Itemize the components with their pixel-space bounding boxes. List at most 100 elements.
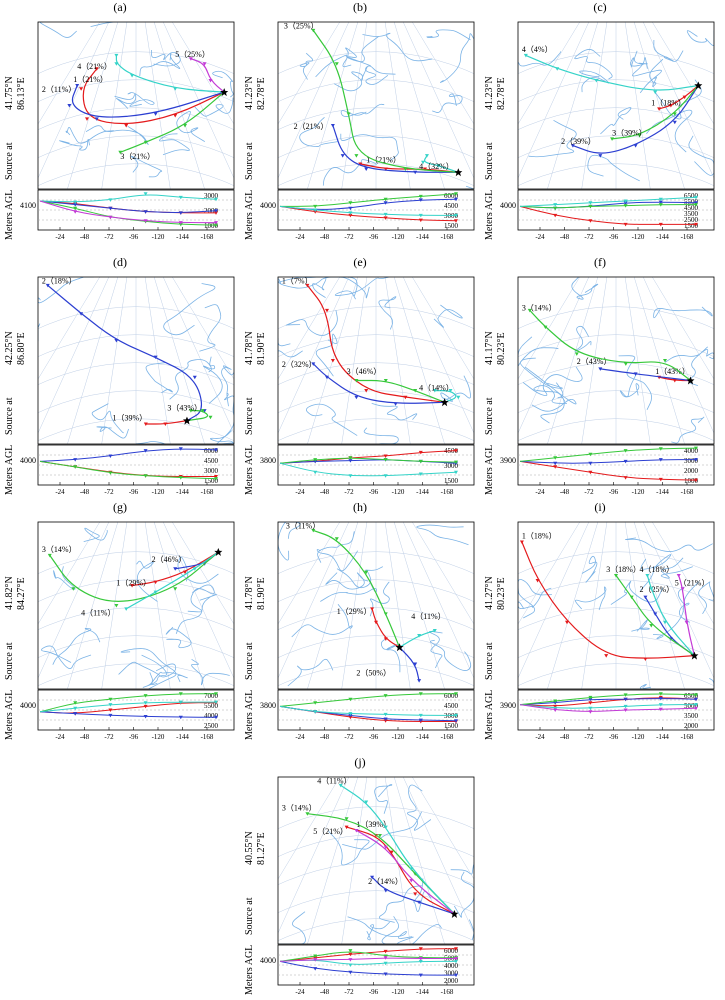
border-line <box>224 392 234 416</box>
base-map <box>518 277 714 444</box>
height-2-marker <box>694 201 698 205</box>
height-2-marker <box>108 454 113 458</box>
meridian-line <box>67 277 119 444</box>
border-line <box>629 50 648 68</box>
border-line <box>430 639 472 671</box>
trajectory-3-marker <box>118 150 123 155</box>
trajectory-1-path <box>82 68 225 125</box>
height-profile: 3900 6500 5000 3500 2000 -24 -48 -72 -96 -120 -144… <box>500 689 715 741</box>
border-line <box>41 645 92 669</box>
height-5-marker <box>348 958 353 962</box>
height-tick-label: 2000 <box>684 467 699 475</box>
trajectory-1-marker <box>565 620 569 625</box>
height-5-marker <box>143 219 148 223</box>
height-3-marker <box>658 447 663 451</box>
border-line <box>114 93 137 109</box>
height-line-1 <box>519 460 697 481</box>
border-line <box>619 373 640 398</box>
border-line <box>581 555 598 583</box>
cluster-label: 2（50%） <box>356 669 391 678</box>
height-line-4 <box>279 205 456 216</box>
border-line <box>52 627 101 665</box>
height-2-marker <box>454 719 458 723</box>
x-tick-label: -96 <box>369 988 379 996</box>
height-5-marker <box>588 710 593 714</box>
panel-svg: 1（21%） 2（21%） 3（25%） 4（32%） 4000 6000 4500 3000… <box>260 21 475 241</box>
trajectory-4-marker <box>153 590 158 595</box>
meridian-line <box>278 777 350 934</box>
border-line <box>83 527 108 542</box>
border-line <box>464 185 474 189</box>
border-line <box>518 336 559 366</box>
trajectory-3-path <box>356 379 445 403</box>
height-tick-label: 7000 <box>204 692 219 700</box>
height-1-marker <box>348 952 353 957</box>
trajectory-panel: (h) 41.78°N 81.90°E Source at Meters AGL 1（29… <box>240 500 480 745</box>
trajectory-2-marker <box>417 679 422 683</box>
x-tick-label: -48 <box>80 733 90 741</box>
x-tick-label: -168 <box>441 733 454 741</box>
trajectory-2-marker <box>598 367 603 371</box>
trajectory-3-path <box>612 85 699 140</box>
height-1-marker <box>108 708 113 712</box>
height-2-marker <box>588 697 593 702</box>
trajectory-1-marker <box>383 637 388 641</box>
base-map <box>38 522 234 689</box>
height-base-value: 4100 <box>20 201 36 210</box>
height-1-marker <box>418 450 423 455</box>
x-tick-label: -24 <box>55 233 65 241</box>
border-line <box>518 587 552 610</box>
trajectory-3-marker <box>114 604 119 608</box>
x-tick-label: -168 <box>681 733 694 741</box>
border-line <box>528 119 577 158</box>
height-1-marker <box>383 949 388 954</box>
border-line <box>118 661 177 678</box>
trajectory-5-marker <box>354 828 359 833</box>
height-1-marker <box>313 956 318 960</box>
height-4-marker <box>588 201 593 205</box>
height-4-marker <box>383 212 388 217</box>
height-3-marker <box>588 204 593 209</box>
panel-label: (c) <box>593 0 607 14</box>
cluster-label: 2（32%） <box>282 360 317 369</box>
trajectory-3-marker <box>672 112 677 116</box>
trajectory-2-marker <box>325 375 329 380</box>
height-3-marker <box>694 693 698 697</box>
height-3-marker <box>623 693 628 697</box>
trajectory-3-marker <box>334 537 339 541</box>
height-2-marker <box>383 717 388 721</box>
height-tick-label: 1500 <box>204 477 219 485</box>
trajectory-3-marker <box>354 379 359 383</box>
border-line <box>433 304 463 328</box>
height-4-marker <box>178 195 183 200</box>
height-line-2 <box>39 448 217 462</box>
meridian-line <box>651 522 714 625</box>
height-2-marker <box>418 718 423 723</box>
meridian-line <box>144 22 171 189</box>
border-line <box>428 630 443 669</box>
height-line-4 <box>39 701 216 713</box>
meridian-line <box>144 277 171 444</box>
height-3-marker <box>553 206 558 211</box>
height-line-4 <box>519 704 696 709</box>
height-1-marker <box>454 947 458 951</box>
trajectory-3-marker <box>649 624 654 628</box>
border-line <box>363 427 400 444</box>
trajectory-3-marker <box>610 137 615 141</box>
trajectory-2-marker <box>67 104 72 108</box>
height-4-marker <box>588 706 593 711</box>
height-5-marker <box>454 957 458 961</box>
x-tick-label: -24 <box>55 733 65 741</box>
trajectory-1-marker <box>389 850 394 855</box>
border-line <box>96 426 129 439</box>
map-area: 1（43%） 2（43%） 3（14%） <box>518 277 714 444</box>
trajectory-1-marker <box>130 583 135 588</box>
x-tick-label: -96 <box>369 233 379 241</box>
trajectory-4-marker <box>421 160 426 165</box>
height-2-marker <box>623 697 628 702</box>
border-line <box>340 133 399 162</box>
cluster-label: 5（21%） <box>675 578 710 587</box>
height-1-marker <box>454 219 458 223</box>
height-3-marker <box>454 192 458 196</box>
border-line <box>533 385 568 404</box>
